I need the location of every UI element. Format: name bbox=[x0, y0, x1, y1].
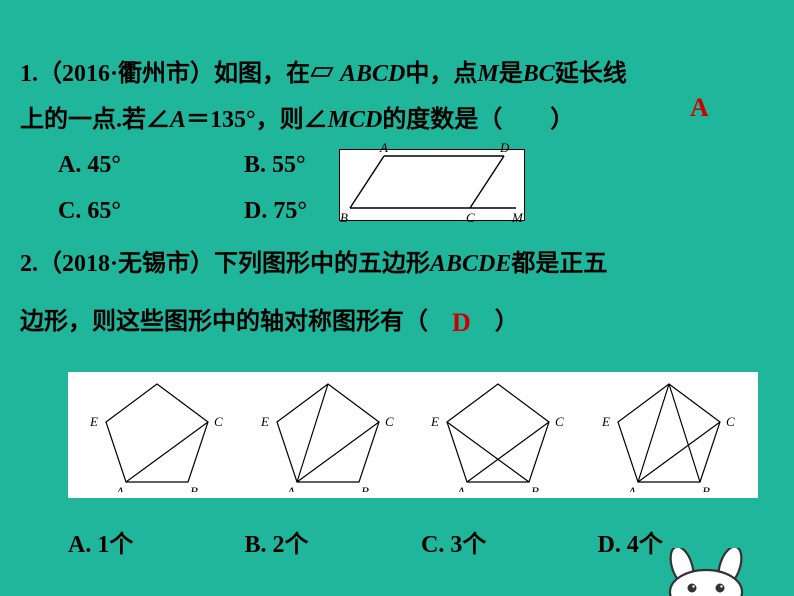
q2-opt-b: B. 2个 bbox=[245, 524, 422, 559]
svg-text:E: E bbox=[89, 414, 98, 429]
svg-text:D: D bbox=[493, 378, 504, 381]
q1-opt-a: A. 45° bbox=[58, 143, 238, 189]
pentagons-row: D C B A E D C B A E D C B A E D C B A E bbox=[68, 372, 758, 498]
q1-abcd: ABCD bbox=[340, 61, 405, 87]
svg-text:C: C bbox=[555, 414, 564, 429]
svg-text:C: C bbox=[385, 414, 394, 429]
svg-text:D: D bbox=[323, 378, 334, 381]
svg-text:C: C bbox=[214, 414, 223, 429]
q1-mcd: MCD bbox=[328, 107, 383, 133]
svg-text:B: B bbox=[190, 484, 198, 492]
q2-line1: 2.（2018·无锡市）下列图形中的五边形ABCDE都是正五 bbox=[20, 242, 774, 288]
fig1-label-A: A bbox=[380, 140, 388, 156]
svg-text:D: D bbox=[664, 378, 675, 381]
q1-opt-c: C. 65° bbox=[58, 189, 238, 235]
pentagon-4: D C B A E bbox=[594, 378, 744, 492]
q1-answer: A bbox=[690, 93, 709, 123]
q1-text: 的度数是（ ） bbox=[382, 107, 574, 133]
q1-m: M bbox=[477, 61, 498, 87]
svg-text:B: B bbox=[702, 484, 710, 492]
svg-text:E: E bbox=[430, 414, 439, 429]
fig1-label-D: D bbox=[500, 140, 509, 156]
svg-text:A: A bbox=[456, 484, 465, 492]
svg-text:B: B bbox=[531, 484, 539, 492]
q2-answer: D bbox=[452, 298, 471, 347]
q1-a: A bbox=[170, 107, 186, 133]
q2-text: 2.（2018·无锡市）下列图形中的五边形 bbox=[20, 251, 430, 277]
q2-text: 边形，则这些图形中的轴对称图形有（ bbox=[20, 309, 452, 335]
q1-text: 上的一点.若∠ bbox=[20, 107, 170, 133]
fig1-label-C: C bbox=[466, 210, 475, 226]
q1-opt-d: D. 75° bbox=[244, 198, 307, 224]
fig1-label-B: B bbox=[340, 210, 348, 226]
q1-text: ＝135°，则∠ bbox=[186, 107, 328, 133]
fig1-label-M: M bbox=[512, 210, 523, 226]
q1-figure: ADBCM bbox=[339, 149, 525, 221]
pentagon-1: D C B A E bbox=[82, 378, 232, 492]
q1-bc: BC bbox=[523, 61, 555, 87]
q2-abcde: ABCDE bbox=[430, 251, 511, 277]
svg-text:C: C bbox=[726, 414, 735, 429]
q1-line2: 上的一点.若∠A＝135°，则∠MCD的度数是（ ） bbox=[20, 98, 774, 144]
pentagon-2: D C B A E bbox=[253, 378, 403, 492]
svg-text:E: E bbox=[260, 414, 269, 429]
q1-text: 是 bbox=[499, 61, 523, 87]
q2-text: 都是正五 bbox=[511, 251, 607, 277]
q2-text: ） bbox=[471, 309, 519, 335]
pentagon-3: D C B A E bbox=[423, 378, 573, 492]
q1-options-row2: C. 65° D. 75° bbox=[58, 189, 307, 235]
q1-options-row1: A. 45° B. 55° bbox=[58, 143, 307, 189]
parallelogram-svg bbox=[340, 150, 526, 222]
q1-opt-b: B. 55° bbox=[244, 152, 306, 178]
svg-text:D: D bbox=[152, 378, 163, 381]
bunny-icon bbox=[646, 548, 766, 596]
svg-text:A: A bbox=[286, 484, 295, 492]
q2-opt-a: A. 1个 bbox=[68, 524, 245, 559]
q1-text: 延长线 bbox=[555, 61, 627, 87]
svg-text:E: E bbox=[601, 414, 610, 429]
svg-text:A: A bbox=[627, 484, 636, 492]
svg-text:B: B bbox=[361, 484, 369, 492]
q2-opt-c: C. 3个 bbox=[421, 524, 598, 559]
q2-line2: 边形，则这些图形中的轴对称图形有（ D ） bbox=[20, 296, 774, 346]
q1-text: 中，点 bbox=[405, 61, 477, 87]
svg-text:A: A bbox=[115, 484, 124, 492]
q1-line1: 1.（2016·衢州市）如图，在▱ ABCD中，点M是BC延长线 bbox=[20, 52, 774, 98]
q1-text: 1.（2016·衢州市）如图，在▱ bbox=[20, 61, 340, 87]
